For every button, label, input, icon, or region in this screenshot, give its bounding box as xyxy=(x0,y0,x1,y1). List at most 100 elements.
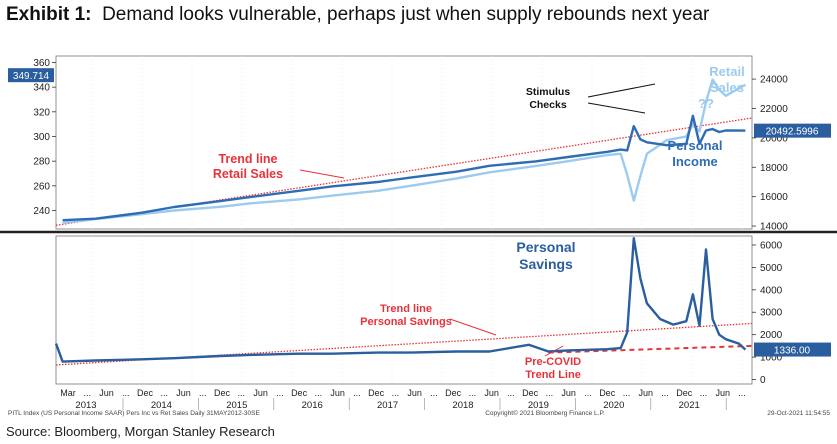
chart-title: Exhibit 1: Demand looks vulnerable, perh… xyxy=(6,4,709,26)
precovid-trend-label: Trend Line xyxy=(525,369,581,381)
x-month-tick-label: ... xyxy=(430,388,438,398)
x-year-label: 2013 xyxy=(75,400,96,411)
x-year-label: 2021 xyxy=(679,400,700,411)
exhibit-title-text: Demand looks vulnerable, perhaps just wh… xyxy=(102,4,710,25)
x-month-tick-label: Jun xyxy=(407,388,422,398)
x-year-label: 2015 xyxy=(226,400,247,411)
x-month-tick-label: Dec xyxy=(676,388,693,398)
x-month-tick-label: Jun xyxy=(638,388,653,398)
x-month-tick-label: ... xyxy=(623,388,631,398)
chart-frame xyxy=(0,55,837,385)
x-year-label: 2018 xyxy=(452,400,473,411)
x-month-tick-label: ... xyxy=(584,388,592,398)
x-month-tick-label: ... xyxy=(83,388,91,398)
x-axis: Mar... Jun... Dec... Jun... Dec... Jun... Dec.… xyxy=(60,388,746,411)
precovid-trend-arrow xyxy=(544,345,564,357)
savings-trend-label: Personal Savings xyxy=(360,316,452,328)
x-month-tick-label: Dec xyxy=(214,388,231,398)
x-month-tick-label: Dec xyxy=(445,388,462,398)
retail-sales-line xyxy=(62,78,746,224)
x-month-tick-label: ... xyxy=(122,388,130,398)
x-month-tick-label: ... xyxy=(238,388,246,398)
x-month-tick-label: Jun xyxy=(253,388,268,398)
x-year-label: 2019 xyxy=(528,400,549,411)
stimulus-arrow xyxy=(587,83,656,98)
x-year-label: 2020 xyxy=(603,400,624,411)
savings-axis-tick-label: 2000 xyxy=(760,330,783,341)
x-month-tick-label: ... xyxy=(546,388,554,398)
stimulus-label: Checks xyxy=(529,99,567,111)
x-month-tick-label: ... xyxy=(276,388,284,398)
x-month-tick-label: ... xyxy=(700,388,708,398)
right-last-value-badge xyxy=(754,123,831,138)
left-last-value: 349.714 xyxy=(13,71,50,82)
left-axis-tick-label: 240 xyxy=(33,206,50,217)
retail-sales-label: Retail xyxy=(709,64,744,79)
exhibit-label: Exhibit 1: xyxy=(6,4,92,25)
source-note: Source: Bloomberg, Morgan Stanley Resear… xyxy=(6,424,275,439)
right-last-value: 20492.5996 xyxy=(766,127,819,138)
savings-trend-line xyxy=(55,322,753,366)
left-axis-tick-label: 320 xyxy=(33,107,50,118)
footer-right: 29-Oct-2021 11:54:55 xyxy=(767,410,830,417)
stimulus-arrow xyxy=(587,102,646,114)
right-axis-tick-label: 22000 xyxy=(760,104,788,115)
top-panel-income-retail: 240 260 280 300 320 340 360 14000 16000 18000 2000… xyxy=(8,58,831,233)
retail-sales-label: Sales xyxy=(710,80,744,95)
savings-axis-tick-label: 5000 xyxy=(760,263,783,274)
savings-trend-arrow xyxy=(449,318,497,336)
x-month-tick-label: ... xyxy=(661,388,669,398)
x-month-tick-label: Jun xyxy=(99,388,114,398)
savings-axis-tick-label: 4000 xyxy=(760,285,783,296)
personal-savings-line xyxy=(54,237,747,363)
x-month-tick-label: ... xyxy=(392,388,400,398)
personal-savings-label: Personal xyxy=(516,239,575,255)
x-month-tick-label: Jun xyxy=(561,388,576,398)
left-axis-tick-label: 280 xyxy=(33,157,50,168)
right-axis-tick-label: 20000 xyxy=(760,133,788,144)
personal-income-label: Personal xyxy=(668,138,723,153)
x-month-tick-label: Dec xyxy=(137,388,154,398)
right-axis-tick-label: 16000 xyxy=(760,192,788,203)
savings-axis-tick-label: 6000 xyxy=(760,240,783,251)
x-month-tick-label: Jun xyxy=(484,388,499,398)
x-month-tick-label: Dec xyxy=(599,388,616,398)
x-month-tick-label: ... xyxy=(738,388,746,398)
top-plot-border xyxy=(55,55,753,230)
savings-last-value: 1336.00 xyxy=(774,346,811,357)
left-axis-tick-label: 340 xyxy=(33,83,50,94)
footer-left: PITL Index (US Personal Income SAAR) Per… xyxy=(8,410,260,417)
left-axis-tick-label: 360 xyxy=(33,58,50,69)
left-axis-tick-label: 300 xyxy=(33,132,50,143)
x-month-tick-label: ... xyxy=(199,388,207,398)
bottom-panel-savings: 0 1000 2000 3000 4000 5000 6000 1336.00 xyxy=(54,237,831,386)
savings-last-value-badge xyxy=(754,342,831,357)
x-year-label: 2017 xyxy=(377,400,398,411)
bottom-plot-border xyxy=(55,235,753,385)
x-year-label: 2016 xyxy=(302,400,323,411)
x-month-tick-label: ... xyxy=(315,388,323,398)
savings-axis-tick-label: 3000 xyxy=(760,308,783,319)
x-month-tick-label: ... xyxy=(507,388,515,398)
x-year-label: 2014 xyxy=(151,400,172,411)
x-month-tick-label: Jun xyxy=(715,388,730,398)
x-month-tick-label: ... xyxy=(469,388,477,398)
precovid-trend-label: Pre-COVID xyxy=(525,356,581,368)
personal-income-line xyxy=(62,114,746,222)
x-month-tick-label: Dec xyxy=(291,388,308,398)
footer-center: Copyright© 2021 Bloomberg Finance L.P. xyxy=(485,409,605,417)
x-month-tick-label: ... xyxy=(161,388,169,398)
personal-income-label: Income xyxy=(672,154,718,169)
savings-axis-tick-label: 1000 xyxy=(760,353,783,364)
left-axis-tick-label: 260 xyxy=(33,181,50,192)
x-month-tick-label: Jun xyxy=(330,388,345,398)
x-month-tick-label: Jun xyxy=(176,388,191,398)
precovid-trend-line xyxy=(548,344,753,354)
right-axis-tick-label: 24000 xyxy=(760,75,788,86)
x-month-tick-label: ... xyxy=(353,388,361,398)
retail-trend-label: Trend line xyxy=(218,152,277,166)
x-month-tick-label: Dec xyxy=(522,388,539,398)
right-axis-tick-label: 18000 xyxy=(760,163,788,174)
